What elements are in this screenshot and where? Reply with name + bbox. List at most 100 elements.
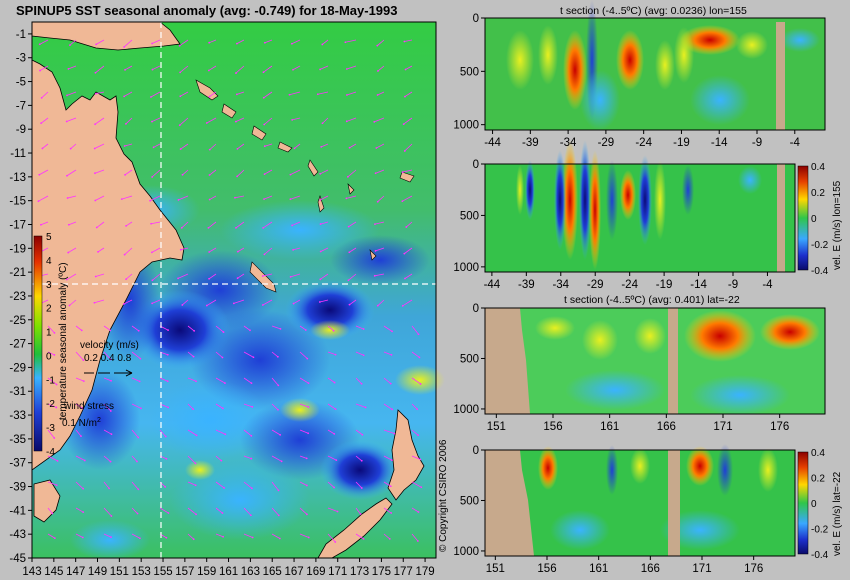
wind-arrow-head (137, 329, 140, 332)
wind-arrow-head (419, 383, 422, 385)
wind-arrow-head (374, 223, 376, 226)
wind-arrow (263, 195, 273, 200)
wind-arrow (38, 195, 49, 202)
wind-arrow-head (403, 150, 406, 152)
wind-arrow (41, 91, 49, 99)
wind-arrow-head (181, 173, 184, 176)
wind-arrow-head (234, 196, 236, 199)
wind-arrow-head (56, 460, 59, 462)
wind-arrow-head (402, 123, 405, 126)
wind-arrow (347, 169, 357, 178)
wind-arrow-head (207, 69, 210, 72)
wind-arrow (374, 117, 385, 123)
wind-arrow (237, 143, 245, 150)
wind-arrow (125, 221, 133, 227)
wind-arrow (405, 65, 413, 70)
wind-arrow (179, 117, 189, 126)
wind-arrow (374, 273, 385, 277)
wind-arrow (411, 507, 419, 513)
wind-arrow-head (262, 226, 265, 229)
wind-arrow-head (192, 408, 195, 411)
vel-colorbar-tick: -0.2 (811, 240, 829, 251)
section-t-lon-bg (485, 18, 825, 130)
wind-arrow (67, 195, 77, 199)
section-x-tick-label: 176 (744, 563, 763, 575)
section-x-tick-label: -19 (673, 137, 690, 149)
wind-arrow-head (347, 279, 350, 282)
wind-arrow (346, 65, 357, 70)
wind-arrow-head (417, 333, 420, 336)
temperature-colorbar-tick: -3 (46, 423, 55, 434)
wind-arrow (131, 403, 142, 409)
wind-arrow (383, 325, 393, 332)
wind-arrow (291, 39, 301, 45)
wind-arrow (383, 403, 393, 410)
wind-arrow-head (123, 95, 126, 98)
copyright-notice: © Copyright CSIRO 2006 (438, 439, 449, 552)
wind-arrow-head (38, 173, 41, 176)
wind-arrow (208, 221, 217, 229)
section-x-tick-label: 156 (537, 563, 556, 575)
vel-colorbar-tick: 0 (811, 214, 817, 225)
wind-arrow-head (125, 122, 127, 125)
section-x-tick-label: -44 (484, 137, 501, 149)
section-panel-t-lat: t section (-4..5ºC) (avg: 0.401) lat=-22 (484, 294, 826, 415)
wind-arrow-head (401, 200, 404, 203)
wind-arrow (179, 39, 189, 47)
wind-arrow-head (95, 226, 98, 229)
map-y-tick-label: -23 (9, 291, 26, 303)
wind-arrow (215, 403, 224, 409)
new-guinea-landmass (31, 21, 181, 51)
wind-arrow (124, 143, 133, 147)
wind-arrow-head (151, 279, 154, 282)
wind-arrow-head (94, 172, 96, 175)
section-panel-vel-lat: 0.4 0.2 0 -0.2 -0.4 vel. E (m/s) lat=-22 (484, 444, 843, 561)
wind-arrow (215, 455, 222, 461)
wind-arrow (355, 325, 364, 330)
wind-arrow (75, 351, 84, 361)
wind-arrow (299, 403, 309, 408)
wind-arrow (103, 351, 111, 360)
wind-arrow-head (195, 513, 197, 516)
wind-arrow-head (208, 277, 210, 280)
wind-arrow (95, 195, 105, 201)
wind-arrow-head (360, 487, 363, 489)
wind-arrow-head (194, 462, 197, 465)
wind-arrow-head (288, 93, 291, 96)
section-x-tick-label: -4 (790, 137, 801, 149)
wind-arrow-head (263, 198, 265, 201)
wind-arrow-head (404, 68, 407, 71)
wind-arrow (355, 351, 364, 356)
wind-arrow-head (251, 405, 254, 408)
section-x-tick-label: 171 (713, 421, 732, 433)
wind-arrow-head (236, 250, 239, 253)
wind-arrow (208, 273, 217, 280)
map-y-tick-label: -37 (9, 458, 26, 470)
wind-arrow-head (165, 457, 168, 460)
map-x-tick-label: 145 (44, 566, 63, 578)
wind-arrow-head (53, 354, 56, 356)
wind-arrow (151, 247, 161, 253)
map-x-tick-label: 159 (197, 566, 216, 578)
wind-arrow (215, 351, 223, 358)
wind-arrow-head (319, 199, 322, 201)
wind-arrow (404, 91, 413, 97)
section-x-tick-label: -29 (587, 279, 604, 291)
wind-arrow (209, 169, 217, 176)
wind-arrow (187, 403, 194, 410)
section-x-tick-label: -19 (656, 279, 673, 291)
wind-arrow-head (375, 147, 378, 149)
wind-stress-arrows (36, 39, 423, 543)
temperature-colorbar: 5 4 3 2 1 0 -1 -2 -3 -4 temperature seasonal anom… (33, 232, 69, 458)
wind-arrow (327, 507, 338, 512)
wind-arrow (94, 117, 105, 125)
map-x-tick-label: 173 (350, 566, 369, 578)
wind-arrow-head (236, 147, 239, 150)
wind-arrow-head (193, 329, 196, 332)
wind-arrow (75, 533, 84, 538)
wind-arrow-head (306, 513, 308, 516)
wind-arrow (187, 481, 196, 486)
wind-arrow (411, 455, 421, 460)
wind-arrow-head (137, 436, 140, 439)
wind-arrow (215, 481, 225, 489)
